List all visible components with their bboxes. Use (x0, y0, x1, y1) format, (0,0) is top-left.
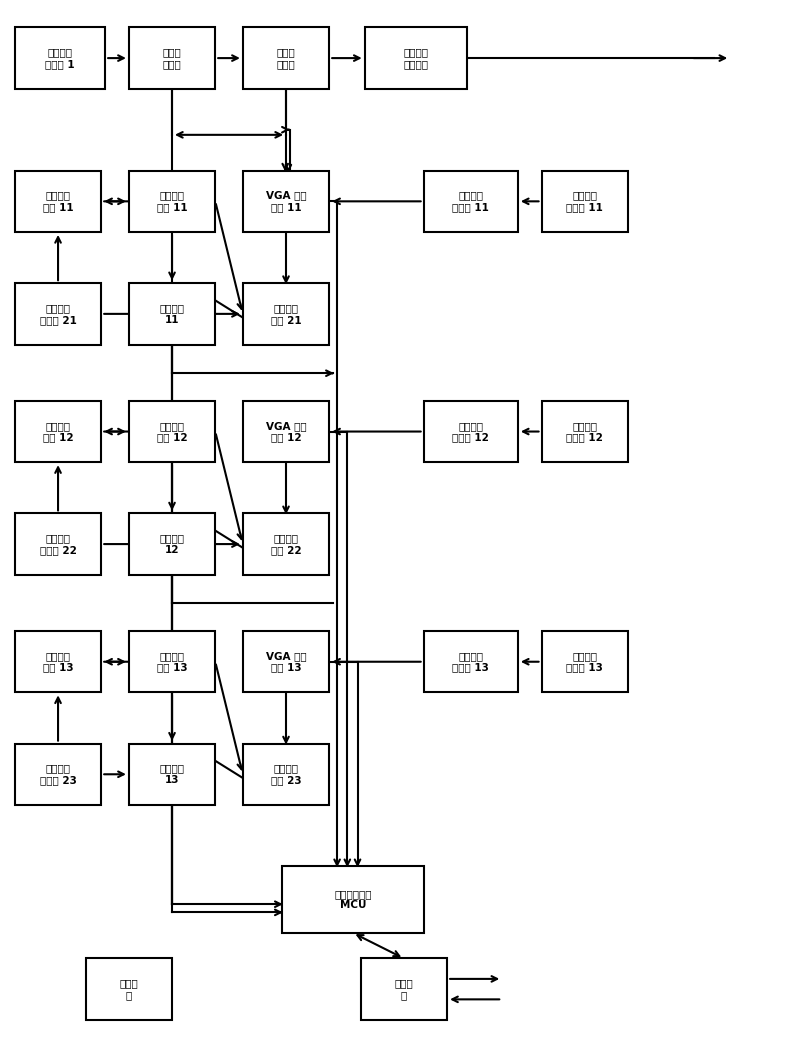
FancyBboxPatch shape (129, 27, 215, 89)
Text: 信号混频
单元 21: 信号混频 单元 21 (270, 303, 302, 325)
FancyBboxPatch shape (129, 283, 215, 344)
Text: VGA 放大
单元 13: VGA 放大 单元 13 (266, 651, 306, 673)
FancyBboxPatch shape (15, 513, 102, 574)
FancyBboxPatch shape (15, 283, 102, 344)
Text: 红外线广
角单元 12: 红外线广 角单元 12 (566, 421, 603, 443)
Text: 雪崩光电
二极管 13: 雪崩光电 二极管 13 (452, 651, 489, 673)
FancyBboxPatch shape (361, 958, 447, 1019)
FancyBboxPatch shape (15, 744, 102, 805)
Text: 信号混频
单元 22: 信号混频 单元 22 (270, 533, 302, 555)
FancyBboxPatch shape (129, 513, 215, 574)
Text: 雪崩光电
二极管 12: 雪崩光电 二极管 12 (452, 421, 489, 443)
FancyBboxPatch shape (242, 513, 330, 574)
Text: 红外线广
角单元 11: 红外线广 角单元 11 (566, 191, 603, 213)
Text: 信号混频
单元 11: 信号混频 单元 11 (157, 191, 187, 213)
FancyBboxPatch shape (15, 632, 102, 693)
FancyBboxPatch shape (242, 632, 330, 693)
Text: 正弦信号
发生器 22: 正弦信号 发生器 22 (40, 533, 77, 555)
Text: 正弦信号
发生器 1: 正弦信号 发生器 1 (45, 48, 75, 68)
FancyBboxPatch shape (423, 632, 518, 693)
FancyBboxPatch shape (129, 401, 215, 463)
FancyBboxPatch shape (242, 27, 330, 89)
Text: 发射放
大单元: 发射放 大单元 (162, 48, 182, 68)
Text: 雪崩光电
二极管 11: 雪崩光电 二极管 11 (452, 191, 489, 213)
Text: 信号放大
单元 12: 信号放大 单元 12 (42, 421, 74, 443)
FancyBboxPatch shape (15, 401, 102, 463)
FancyBboxPatch shape (242, 171, 330, 232)
Text: VGA 放大
单元 11: VGA 放大 单元 11 (266, 191, 306, 213)
Text: 正弦信号
发生器 23: 正弦信号 发生器 23 (40, 763, 77, 785)
FancyBboxPatch shape (282, 866, 423, 933)
FancyBboxPatch shape (242, 283, 330, 344)
FancyBboxPatch shape (365, 27, 467, 89)
FancyBboxPatch shape (423, 401, 518, 463)
Text: 信号处理单元
MCU: 信号处理单元 MCU (334, 889, 371, 910)
FancyBboxPatch shape (423, 171, 518, 232)
Text: 电源单
元: 电源单 元 (119, 978, 138, 1000)
Text: 信号放大
单元 13: 信号放大 单元 13 (42, 651, 74, 673)
Text: 鉴相单元
13: 鉴相单元 13 (159, 763, 185, 785)
FancyBboxPatch shape (129, 171, 215, 232)
Text: 信号混频
单元 13: 信号混频 单元 13 (157, 651, 187, 673)
Text: 发射驱
动单元: 发射驱 动单元 (277, 48, 295, 68)
FancyBboxPatch shape (15, 171, 102, 232)
Text: VGA 放大
单元 12: VGA 放大 单元 12 (266, 421, 306, 443)
FancyBboxPatch shape (542, 171, 628, 232)
Text: 鉴相单元
12: 鉴相单元 12 (159, 533, 185, 555)
Text: 通讯单
元: 通讯单 元 (394, 978, 414, 1000)
Text: 信号混频
单元 12: 信号混频 单元 12 (157, 421, 187, 443)
FancyBboxPatch shape (129, 632, 215, 693)
FancyBboxPatch shape (542, 632, 628, 693)
Text: 信号混频
单元 23: 信号混频 单元 23 (270, 763, 302, 785)
Text: 信号放大
单元 11: 信号放大 单元 11 (42, 191, 74, 213)
FancyBboxPatch shape (129, 744, 215, 805)
FancyBboxPatch shape (15, 27, 106, 89)
FancyBboxPatch shape (242, 401, 330, 463)
FancyBboxPatch shape (242, 744, 330, 805)
Text: 红外线激
光发射管: 红外线激 光发射管 (403, 48, 428, 68)
FancyBboxPatch shape (542, 401, 628, 463)
Text: 正弦信号
发生器 21: 正弦信号 发生器 21 (40, 303, 77, 325)
Text: 红外线广
角单元 13: 红外线广 角单元 13 (566, 651, 603, 673)
FancyBboxPatch shape (86, 958, 172, 1019)
Text: 鉴相单元
11: 鉴相单元 11 (159, 303, 185, 325)
